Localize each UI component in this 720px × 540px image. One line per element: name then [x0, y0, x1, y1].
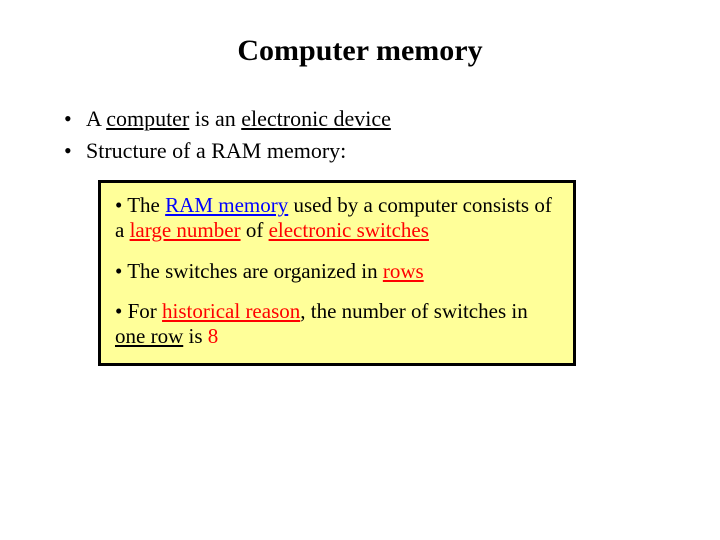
box-bullet-1: • The RAM memory used by a computer cons…	[115, 193, 559, 243]
underline-ram-memory: RAM memory	[165, 193, 288, 217]
bullet-dot-icon: •	[60, 138, 86, 164]
text-eight: 8	[208, 324, 219, 348]
box-bullet-3: • For historical reason, the number of s…	[115, 299, 559, 349]
underline-electronic-device: electronic device	[241, 106, 391, 131]
text-fragment: For	[128, 299, 162, 323]
underline-one-row: one row	[115, 324, 183, 348]
underline-historical-reason: historical reason	[162, 299, 300, 323]
underline-large-number: large number	[130, 218, 241, 242]
slide: Computer memory • A computer is an elect…	[0, 0, 720, 540]
bullet-1-text: A computer is an electronic device	[86, 106, 670, 132]
box-bullet-2: • The switches are organized in rows	[115, 259, 559, 284]
bullet-2: • Structure of a RAM memory:	[60, 138, 670, 164]
slide-title: Computer memory	[50, 34, 670, 68]
text-fragment: The	[127, 193, 165, 217]
underline-electronic-switches: electronic switches	[269, 218, 429, 242]
text-fragment: The switches are organized in	[127, 259, 383, 283]
text-fragment: A	[86, 106, 106, 131]
text-fragment: is an	[189, 106, 241, 131]
text-fragment: is	[183, 324, 208, 348]
text-fragment: of	[241, 218, 269, 242]
highlight-box: • The RAM memory used by a computer cons…	[98, 180, 576, 366]
bullet-2-text: Structure of a RAM memory:	[86, 138, 670, 164]
underline-computer: computer	[106, 106, 189, 131]
underline-rows: rows	[383, 259, 424, 283]
bullet-dot-icon: •	[60, 106, 86, 132]
text-fragment: , the number of switches in	[300, 299, 527, 323]
bullet-1: • A computer is an electronic device	[60, 106, 670, 132]
